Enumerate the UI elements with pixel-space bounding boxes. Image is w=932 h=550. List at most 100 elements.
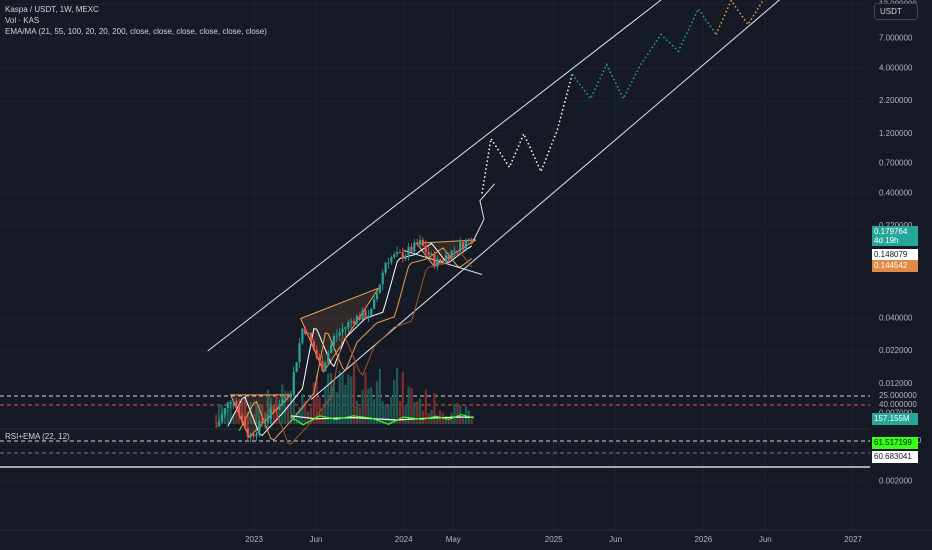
volume-bar (462, 418, 465, 424)
last-price-value: 0.179764 (874, 227, 908, 236)
volume-bar (341, 373, 344, 424)
price-tick-label: 2.200000 (879, 96, 913, 105)
volume-bar (347, 374, 350, 424)
candle-body (341, 328, 344, 333)
candle-body (390, 257, 393, 263)
time-tick-label: Jun (609, 535, 622, 544)
candle-body (332, 336, 336, 345)
volume-bar (350, 376, 353, 424)
volume-bar (289, 390, 292, 424)
volume-bar (361, 389, 364, 424)
chart-legend: Kaspa / USDT, 1W, MEXC Vol · KAS EMA/MA … (5, 4, 267, 37)
volume-bar (278, 403, 281, 424)
volume-bar (393, 379, 396, 424)
candle-body (295, 362, 298, 372)
volume-bar (218, 403, 221, 424)
volume-bar (241, 401, 244, 424)
price-countdown: 4d 19h (874, 236, 899, 245)
volume-bar (378, 369, 381, 424)
ema-lines (227, 242, 473, 445)
rsi-line (290, 413, 474, 426)
candle-body (427, 251, 430, 255)
candle-body (232, 401, 235, 403)
price-tick-label: 0.012000 (879, 379, 913, 388)
candle-body (318, 357, 321, 362)
breakout-arrow (473, 183, 496, 241)
volume-bar (215, 414, 218, 424)
last-price-badge: 0.179764 4d 19h (872, 226, 918, 246)
time-axis-background (0, 530, 932, 550)
candle-body (292, 371, 295, 395)
time-tick-label: May (446, 535, 461, 544)
volume-bar (329, 373, 333, 424)
volume-bar (295, 411, 298, 424)
volume-bar (332, 381, 336, 424)
volume-bar (433, 393, 436, 424)
candle-body (243, 418, 247, 429)
candle-body (235, 401, 238, 406)
candle-body (384, 262, 387, 273)
rsi-legend[interactable]: RSI+EMA (22, 12) (5, 432, 70, 441)
candle-body (269, 408, 272, 420)
candle-body (407, 246, 410, 256)
candle-body (430, 253, 433, 255)
candle-body (459, 242, 462, 252)
candle-body (467, 239, 470, 241)
volume-bar (226, 409, 229, 424)
candle-body (470, 239, 473, 244)
candle-body (395, 252, 399, 255)
candle-body (312, 341, 315, 350)
currency-button[interactable]: USDT (874, 3, 918, 20)
candle-body (338, 332, 341, 336)
time-axis[interactable]: 2023 Jun 2024 May 2025 Jun 2026 Jun 2027 (0, 529, 932, 550)
candle-body (304, 328, 307, 335)
volume-bar (447, 417, 450, 424)
price-tick-label: 0.700000 (879, 158, 913, 167)
volume-bar (298, 407, 301, 424)
candle-body (441, 260, 445, 262)
candle-body (439, 259, 442, 261)
candle-body (281, 398, 284, 406)
candle-body (263, 422, 267, 424)
ema-legend[interactable]: EMA/MA (21, 55, 100, 20, 20, 200, close,… (5, 27, 267, 36)
candle-body (272, 408, 275, 410)
candle-body (218, 421, 221, 427)
candle-body (378, 284, 381, 294)
candle-body (464, 240, 468, 250)
volume-bar (387, 405, 390, 424)
projection-segment (481, 74, 573, 194)
candle-body (381, 272, 384, 285)
candle-body (444, 255, 447, 262)
volume-bar (373, 399, 376, 424)
candle-body (307, 332, 310, 335)
volume-bar (453, 403, 456, 424)
volume-bar (318, 396, 321, 424)
candle-body (410, 246, 413, 252)
volume-bar (304, 400, 307, 424)
rsi-legend-box: RSI+EMA (22, 12) (5, 431, 70, 442)
candle-body (393, 254, 396, 258)
rsi-tick-label: 25.000000 (879, 391, 917, 400)
candle-body (252, 434, 255, 437)
candle-body (324, 362, 327, 372)
candle-body (398, 252, 402, 254)
channel-lower-line (310, 0, 781, 400)
candle-body (456, 250, 459, 252)
volume-bar (258, 403, 261, 424)
volume-bar (367, 388, 370, 424)
candle-body (223, 408, 226, 415)
grid-lines (0, 0, 870, 530)
trend-channel (207, 0, 781, 400)
volume-bar (301, 394, 304, 424)
candle-body (238, 405, 241, 416)
symbol-title[interactable]: Kaspa / USDT, 1W, MEXC (5, 5, 99, 14)
volume-bar (418, 398, 422, 424)
volume-bar (375, 381, 379, 424)
volume-bar (261, 404, 264, 424)
volume-bar (223, 414, 226, 424)
volume-legend[interactable]: Vol · KAS (5, 16, 40, 25)
volume-bar (286, 405, 290, 424)
candle-body (261, 421, 264, 424)
